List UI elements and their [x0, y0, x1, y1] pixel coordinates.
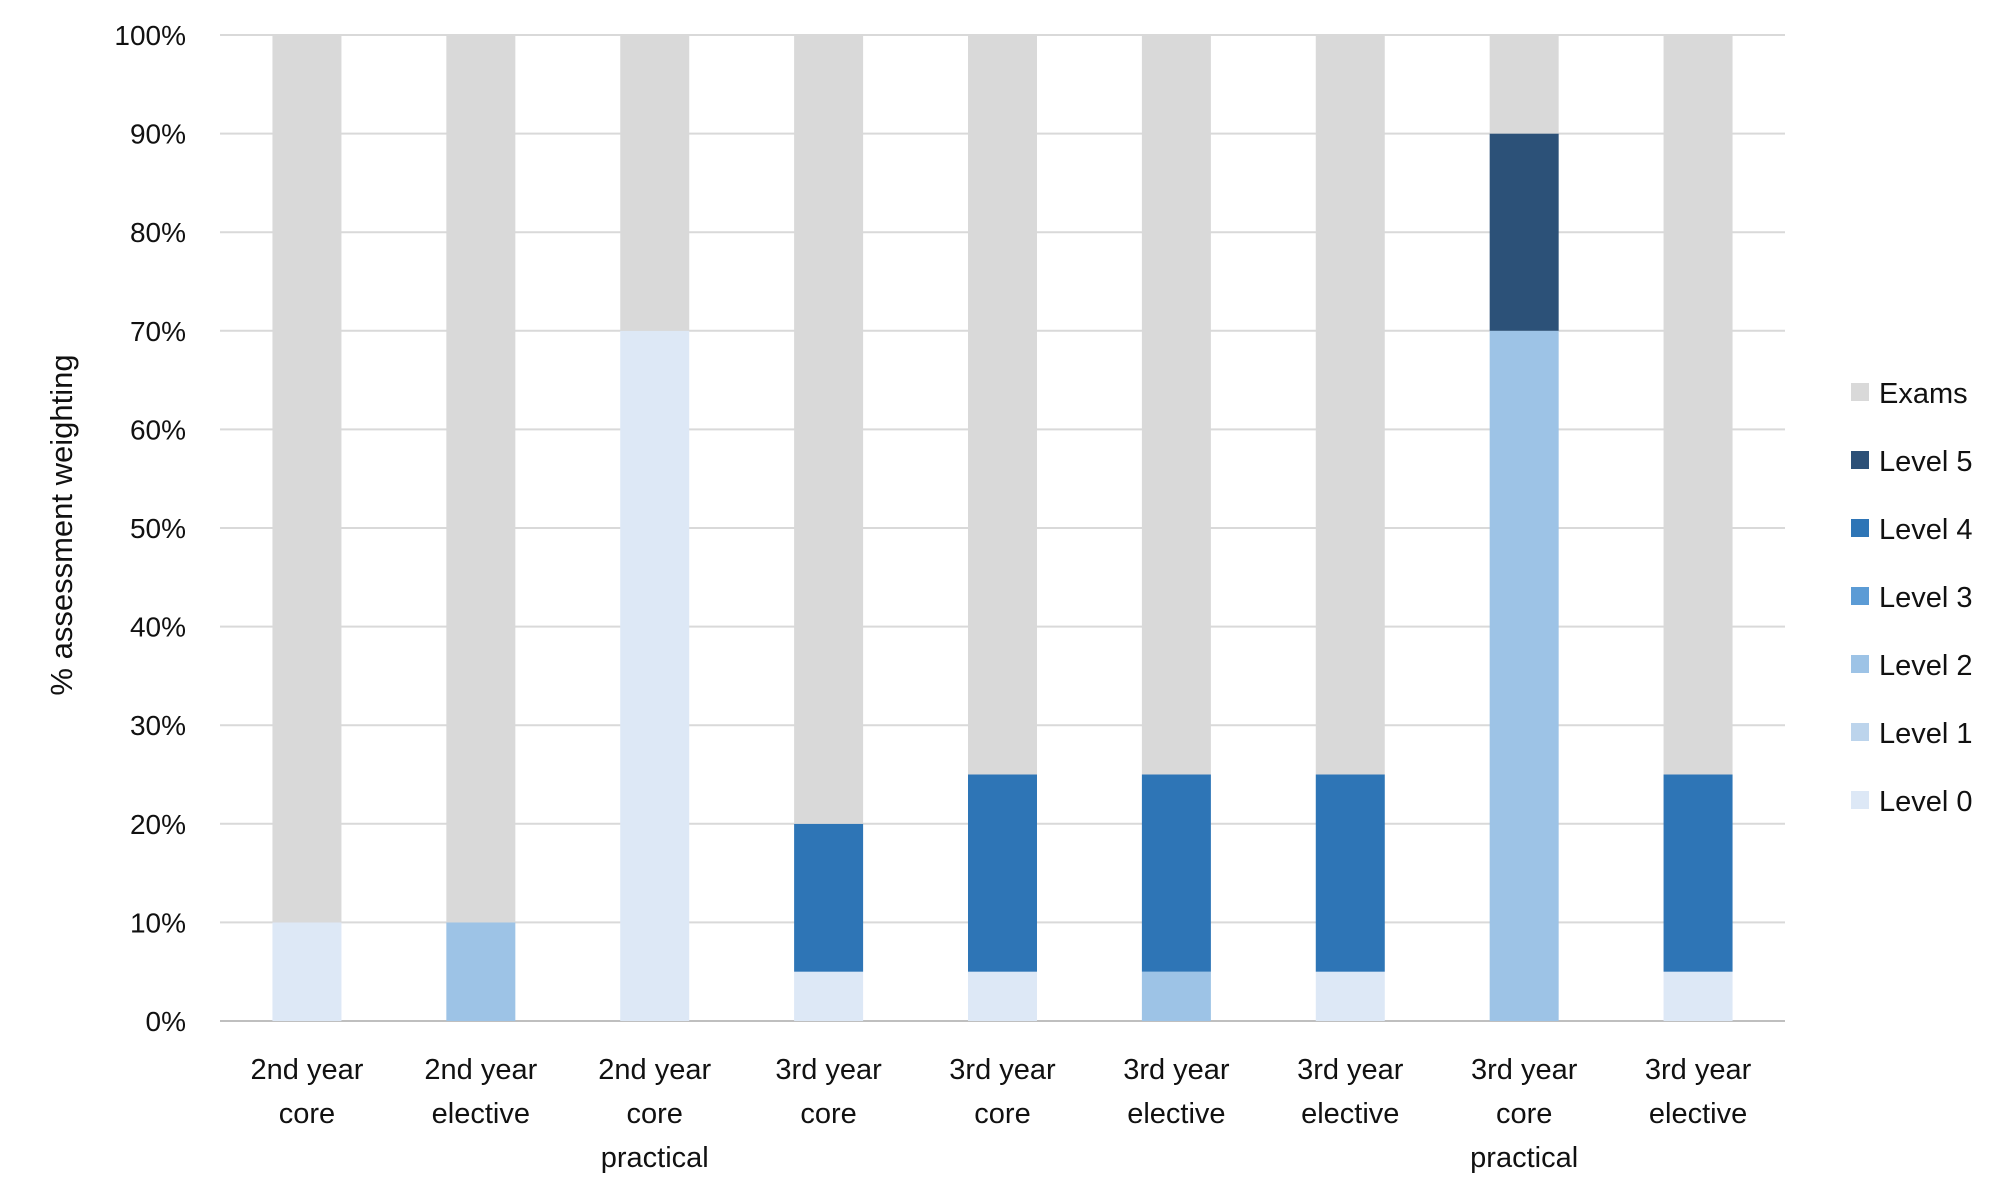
y-tick-label: 100%	[114, 20, 186, 51]
x-category-label: elective	[1301, 1098, 1399, 1130]
x-category-label: core	[279, 1098, 335, 1130]
bar-segment	[272, 35, 342, 923]
bar-segment	[1489, 133, 1559, 331]
legend-label: Level 0	[1879, 786, 1973, 818]
bar-segment	[446, 922, 516, 1021]
y-tick-label: 80%	[130, 217, 186, 248]
x-category-label: practical	[1470, 1142, 1578, 1174]
bar-segment	[272, 922, 342, 1021]
y-tick-label: 70%	[130, 316, 186, 347]
bar-segment	[1315, 971, 1385, 1021]
x-category-label: practical	[601, 1142, 709, 1174]
legend-swatch	[1851, 451, 1869, 469]
legend-label: Level 1	[1879, 718, 1973, 750]
legend-swatch	[1851, 655, 1869, 673]
bar-segment	[1141, 774, 1211, 972]
bar-segment	[794, 35, 864, 824]
bar-segment	[620, 35, 690, 331]
bar-segment	[794, 971, 864, 1021]
legend-swatch	[1851, 587, 1869, 605]
legend-swatch	[1851, 723, 1869, 741]
y-tick-label: 60%	[130, 414, 186, 445]
bar-segment	[794, 823, 864, 972]
bar-segment	[968, 774, 1037, 972]
y-tick-labels: 0% 10% 20% 30% 40% 50% 60% 70% 80% 90% 100%	[114, 20, 186, 1037]
y-tick-label: 0%	[146, 1006, 186, 1037]
x-category-label: elective	[432, 1098, 530, 1130]
legend-label: Level 4	[1879, 514, 1973, 546]
y-tick-label: 90%	[130, 119, 186, 150]
bar-segment	[1315, 774, 1385, 972]
legend-label: Level 3	[1879, 582, 1973, 614]
y-tick-label: 30%	[130, 710, 186, 741]
x-category-label: 3rd year	[1645, 1054, 1752, 1086]
x-category-label: core	[974, 1098, 1030, 1130]
bar-segment	[1663, 35, 1733, 775]
x-category-label: core	[627, 1098, 683, 1130]
x-category-label: 3rd year	[949, 1054, 1056, 1086]
bar-segment	[446, 35, 516, 923]
legend-swatch	[1851, 791, 1869, 809]
bar-segment	[1663, 971, 1733, 1021]
bar-segment	[1489, 35, 1559, 134]
bar-segment	[1489, 330, 1559, 1021]
legend-swatch	[1851, 383, 1869, 401]
x-category-label: 3rd year	[1123, 1054, 1230, 1086]
bar-segment	[968, 971, 1037, 1021]
bar-segment	[1663, 774, 1733, 972]
bar-segment	[1141, 971, 1211, 1021]
x-category-label: elective	[1649, 1098, 1747, 1130]
x-category-label: elective	[1127, 1098, 1225, 1130]
x-category-labels: 2nd year core 2nd year elective 2nd year core…	[251, 1054, 1752, 1174]
y-tick-label: 20%	[130, 809, 186, 840]
bar-segment	[968, 35, 1037, 775]
y-tick-label: 50%	[130, 513, 186, 544]
x-category-label: 2nd year	[251, 1054, 364, 1086]
legend-label: Exams	[1879, 378, 1968, 410]
x-category-label: 2nd year	[598, 1054, 711, 1086]
legend-label: Level 5	[1879, 446, 1973, 478]
x-category-label: 3rd year	[1471, 1054, 1578, 1086]
bars	[272, 35, 1733, 1021]
bar-segment	[620, 330, 690, 1021]
legend: Exams Level 5 Level 4 Level 3 Level 2 Level 1…	[1851, 378, 1973, 818]
x-category-label: 2nd year	[424, 1054, 537, 1086]
legend-label: Level 2	[1879, 650, 1973, 682]
bar-segment	[1141, 35, 1211, 775]
x-category-label: core	[800, 1098, 856, 1130]
x-category-label: core	[1496, 1098, 1552, 1130]
y-tick-label: 40%	[130, 612, 186, 643]
y-tick-label: 10%	[130, 907, 186, 938]
bar-segment	[1315, 35, 1385, 775]
x-category-label: 3rd year	[775, 1054, 882, 1086]
legend-swatch	[1851, 519, 1869, 537]
y-axis-title: % assessment weighting	[44, 354, 79, 695]
x-category-label: 3rd year	[1297, 1054, 1404, 1086]
